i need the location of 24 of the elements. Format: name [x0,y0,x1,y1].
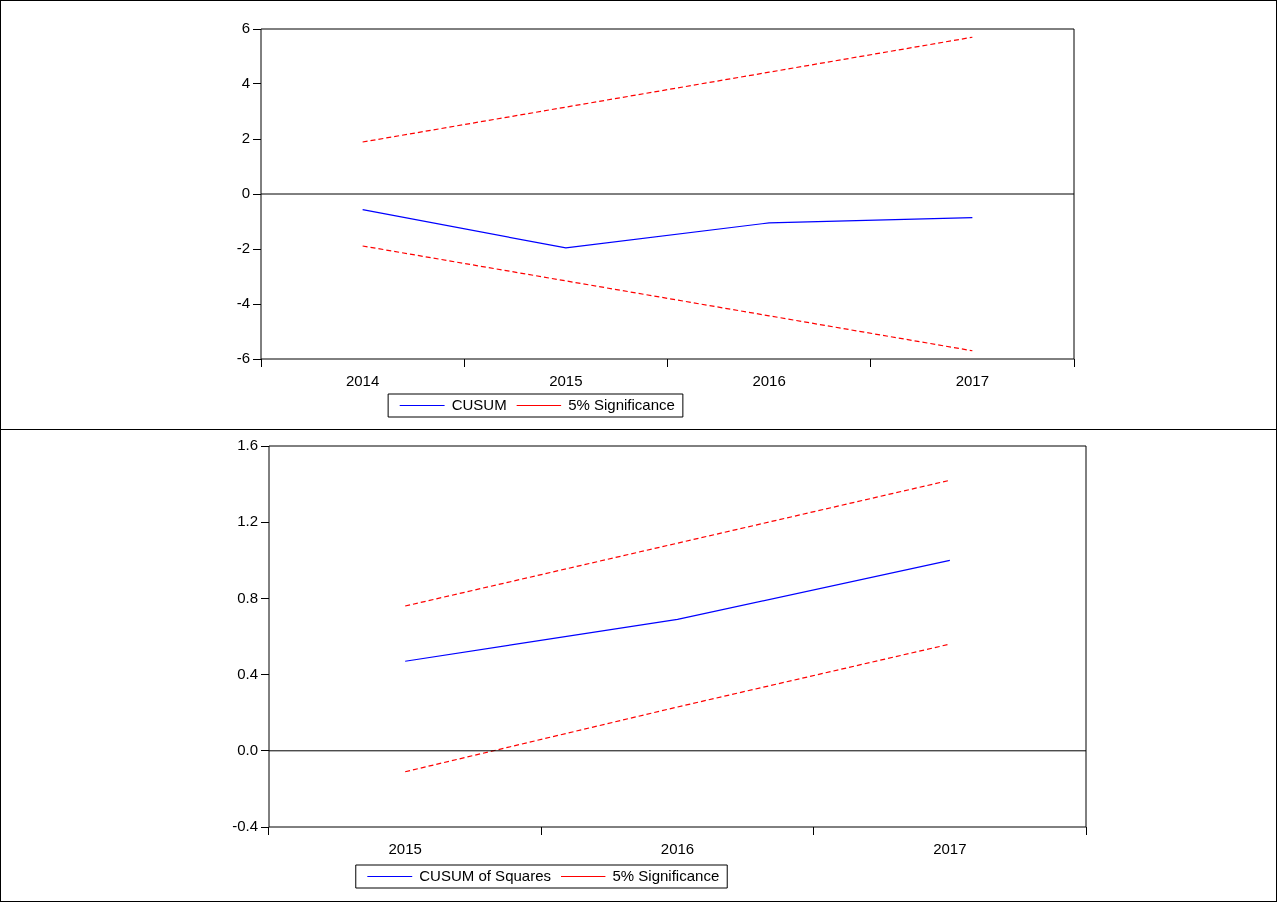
y-tick-label: 4 [241,74,250,92]
x-tick-label: 2015 [549,372,583,390]
y-tick-label: 0 [241,184,250,202]
x-tick-label: 2016 [660,840,695,858]
x-tick-label: 2017 [933,840,967,858]
y-tick-label: -2 [236,239,250,257]
legend-label: CUSUM [451,395,507,413]
y-tick-label: 1.2 [237,512,258,530]
y-tick-label: -4 [236,294,250,312]
x-tick-label: 2017 [955,372,990,390]
legend-label: 5% Significance [612,866,720,884]
y-tick-label: -0.4 [232,817,258,835]
y-tick-label: 0.8 [237,588,258,606]
y-tick-label: 0.4 [237,664,258,682]
legend-label: 5% Significance [568,395,675,413]
x-tick-label: 2016 [752,372,786,390]
x-tick-label: 2015 [388,840,422,858]
y-tick-label: 6 [241,19,250,37]
y-tick-label: -6 [236,349,250,367]
x-tick-label: 2014 [345,372,380,390]
y-tick-label: 1.6 [237,436,258,454]
legend-label: CUSUM of Squares [419,866,551,884]
y-tick-label: 0.0 [237,740,258,758]
y-tick-label: 2 [241,129,250,147]
